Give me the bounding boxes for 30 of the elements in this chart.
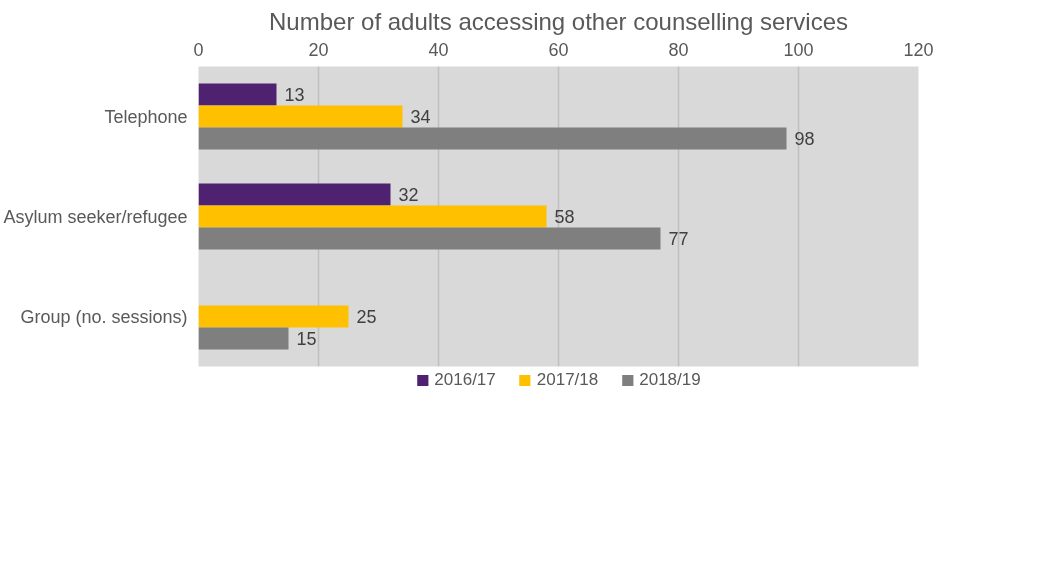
bar	[198, 227, 661, 250]
y-tick-label: Asylum seeker/refugee	[3, 206, 188, 227]
bar	[198, 127, 787, 150]
x-tick-label: 80	[668, 39, 689, 60]
x-tick-label: 120	[903, 39, 934, 60]
bar	[198, 327, 289, 350]
x-tick-label: 60	[548, 39, 569, 60]
bar	[198, 305, 349, 328]
y-tick-label: Group (no. sessions)	[20, 306, 188, 327]
bar	[198, 183, 391, 206]
x-tick-label: 40	[428, 39, 449, 60]
data-label: 98	[794, 129, 815, 149]
legend-label: 2017/18	[536, 370, 599, 390]
data-label: 32	[398, 185, 419, 205]
bar	[198, 205, 547, 228]
x-tick-label: 0	[193, 39, 204, 60]
data-label: 77	[668, 229, 689, 249]
x-tick-label: 100	[783, 39, 814, 60]
data-label: 58	[554, 207, 575, 227]
legend-label: 2018/19	[639, 370, 701, 390]
bar	[198, 105, 403, 128]
data-label: 25	[356, 307, 377, 327]
data-label: 13	[284, 85, 305, 105]
chart-title: Number of adults accessing other counselling services	[269, 7, 848, 35]
x-tick-label: 20	[308, 39, 329, 60]
data-label: 34	[410, 107, 431, 127]
y-tick-label: Telephone	[104, 106, 188, 127]
legend-label: 2016/17	[434, 370, 496, 390]
bar	[198, 83, 277, 106]
data-label: 15	[296, 329, 317, 349]
